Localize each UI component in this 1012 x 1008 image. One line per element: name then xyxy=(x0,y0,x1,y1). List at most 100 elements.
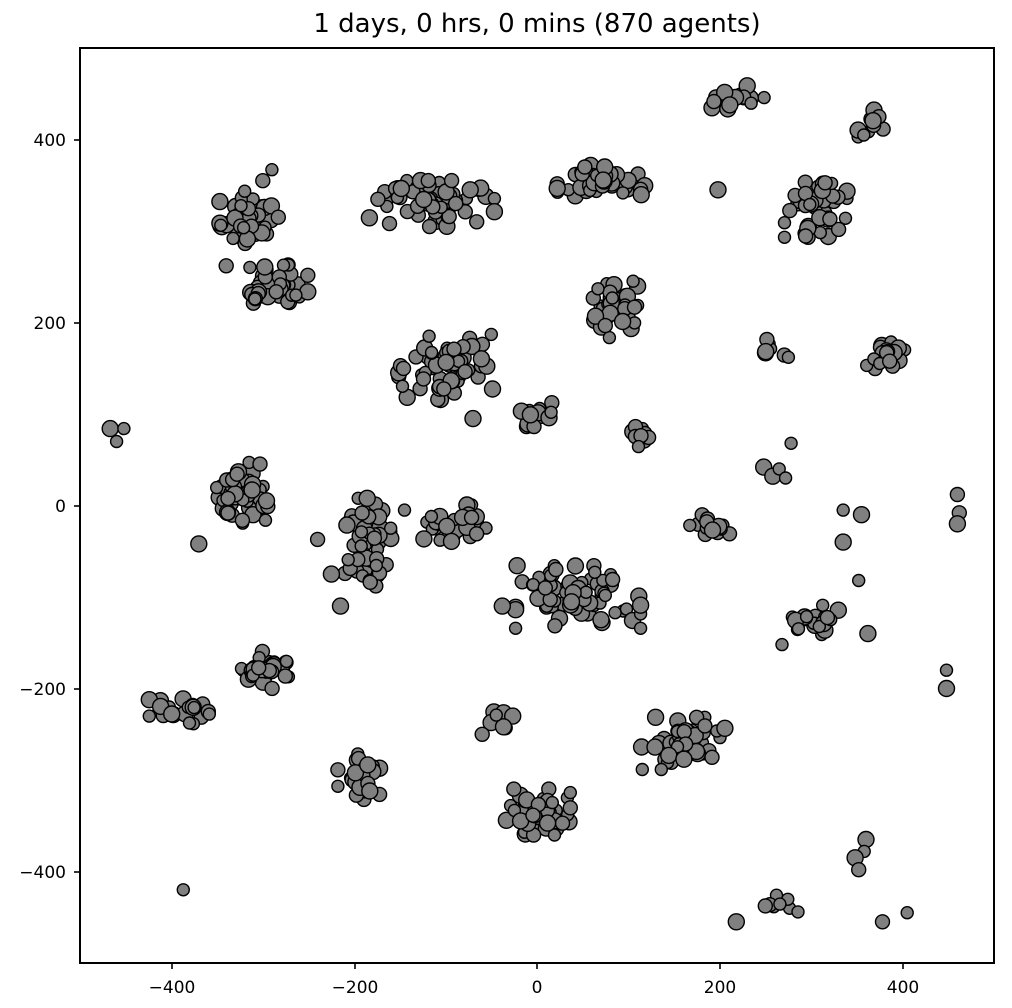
agent-point xyxy=(442,532,461,551)
agent-point xyxy=(359,756,377,774)
agent-point xyxy=(300,267,316,283)
agent-point xyxy=(812,619,826,634)
agent-point xyxy=(586,307,605,325)
agent-point xyxy=(187,700,201,715)
agent-point xyxy=(697,718,713,734)
agent-point xyxy=(851,862,867,878)
agent-point xyxy=(547,828,562,842)
agent-point xyxy=(234,198,248,213)
y-axis: 400 200 0 −200 −400 xyxy=(19,131,80,883)
agent-point xyxy=(277,668,293,684)
agent-point xyxy=(257,492,276,510)
agent-point xyxy=(597,317,613,334)
agent-point xyxy=(258,513,273,527)
y-tick-label: 400 xyxy=(34,131,66,151)
agent-point xyxy=(882,353,898,369)
agent-point xyxy=(469,214,485,230)
agent-point xyxy=(384,521,398,535)
agent-point xyxy=(547,618,563,634)
agent-point xyxy=(424,509,439,524)
agent-point xyxy=(874,914,891,930)
agent-point xyxy=(544,405,558,419)
agent-point xyxy=(299,283,317,301)
agent-point xyxy=(675,750,693,768)
agent-point xyxy=(424,345,439,360)
agent-point xyxy=(182,716,197,730)
agent-point xyxy=(526,578,540,592)
x-axis: −400 −200 0 200 400 xyxy=(149,963,919,998)
agent-point xyxy=(773,897,787,911)
agent-point xyxy=(346,764,365,782)
agent-point xyxy=(562,800,578,816)
agent-point xyxy=(592,611,610,629)
agent-point xyxy=(255,172,271,189)
agent-point xyxy=(537,580,553,596)
agent-point xyxy=(358,489,376,507)
agent-point xyxy=(775,637,789,652)
agent-point xyxy=(251,660,267,676)
agent-point xyxy=(354,505,370,521)
agent-point xyxy=(468,526,485,542)
agent-point xyxy=(631,596,650,614)
agent-point xyxy=(594,171,612,189)
agent-point xyxy=(635,762,649,777)
agent-point xyxy=(264,680,280,697)
agent-point xyxy=(778,471,793,485)
agent-point xyxy=(709,181,727,199)
agent-point xyxy=(703,521,722,539)
agent-point xyxy=(289,288,303,302)
agent-point xyxy=(566,557,585,575)
agent-point xyxy=(799,610,814,624)
agent-point xyxy=(602,330,617,345)
y-tick-label: 0 xyxy=(55,497,66,517)
agent-point xyxy=(937,679,956,698)
agent-point xyxy=(360,209,379,227)
x-tick-label: −400 xyxy=(149,978,196,998)
agent-point xyxy=(436,381,452,397)
agent-point xyxy=(415,371,432,387)
agent-point xyxy=(109,434,124,449)
x-tick-label: 0 xyxy=(532,978,543,998)
agent-point xyxy=(220,505,236,521)
agent-point xyxy=(485,202,504,221)
agent-point xyxy=(538,814,557,832)
agent-point xyxy=(819,609,836,626)
agent-point xyxy=(632,185,650,204)
agent-point xyxy=(162,705,181,723)
agent-point xyxy=(782,202,798,219)
agent-point xyxy=(370,191,386,208)
agent-point xyxy=(548,561,564,578)
agent-point xyxy=(494,718,513,736)
agent-point xyxy=(830,221,847,238)
agent-point xyxy=(243,481,261,499)
agent-point xyxy=(438,517,456,535)
agent-point xyxy=(777,230,792,245)
agent-point xyxy=(660,746,678,765)
agent-point xyxy=(322,565,341,583)
agent-point xyxy=(279,654,294,669)
agent-point xyxy=(525,807,541,823)
agent-point xyxy=(939,663,954,677)
agent-point xyxy=(777,215,792,230)
agent-point xyxy=(948,515,967,533)
agent-point xyxy=(268,284,284,300)
agent-point xyxy=(309,531,326,548)
x-tick-label: 200 xyxy=(704,978,736,998)
agent-point xyxy=(220,490,236,507)
agent-point xyxy=(859,624,877,643)
agent-point xyxy=(591,282,605,296)
agent-point xyxy=(421,218,438,235)
agent-point xyxy=(331,597,350,615)
agent-point xyxy=(616,186,630,200)
agent-point xyxy=(457,364,473,380)
agent-point xyxy=(493,597,511,615)
agent-point xyxy=(626,299,643,315)
agent-point xyxy=(704,749,720,765)
agent-point xyxy=(784,436,798,450)
agent-point xyxy=(366,530,383,546)
agent-point xyxy=(857,128,871,142)
agent-point xyxy=(441,208,457,225)
agent-point xyxy=(613,312,632,331)
agent-point xyxy=(654,762,668,777)
